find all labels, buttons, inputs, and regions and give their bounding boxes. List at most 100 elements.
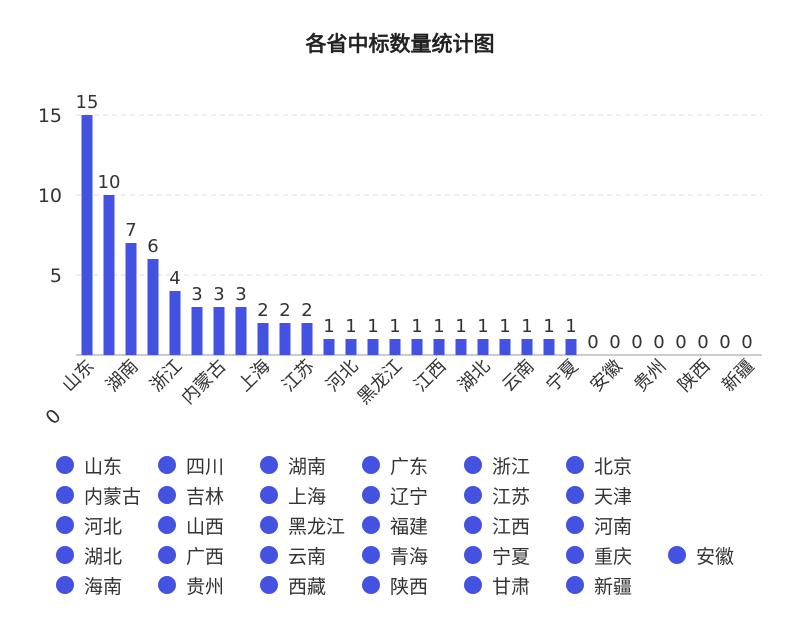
legend-marker-icon xyxy=(566,516,584,534)
legend-item[interactable]: 青海 xyxy=(362,542,464,569)
legend-label: 山东 xyxy=(84,455,123,478)
y-tick-label: 0 xyxy=(41,405,65,429)
bar-江苏 xyxy=(301,323,313,355)
legend-item[interactable]: 内蒙古 xyxy=(56,482,158,509)
bar-河北 xyxy=(345,339,357,355)
bar-广东 xyxy=(147,259,159,355)
legend-marker-icon xyxy=(464,486,482,504)
legend-label: 内蒙古 xyxy=(84,485,142,508)
data-label: 0 xyxy=(653,332,664,353)
legend-item[interactable]: 广西 xyxy=(158,542,260,569)
data-label: 1 xyxy=(367,316,378,337)
x-tick-label: 安徽 xyxy=(586,356,626,396)
legend-row: 河北 山西 黑龙江 福建 江西 河南 xyxy=(56,510,776,540)
legend-label: 吉林 xyxy=(186,485,225,508)
legend-marker-icon xyxy=(566,546,584,564)
x-tick-label: 湖北 xyxy=(454,356,494,396)
legend-row: 海南 贵州 西藏 陕西 甘肃 新疆 xyxy=(56,570,776,600)
bar-四川 xyxy=(103,195,115,355)
legend-item[interactable]: 河北 xyxy=(56,512,158,539)
legend-marker-icon xyxy=(566,486,584,504)
legend-marker-icon xyxy=(362,456,380,474)
legend-label: 海南 xyxy=(84,575,123,598)
data-label: 1 xyxy=(411,316,422,337)
legend-item[interactable]: 海南 xyxy=(56,572,158,599)
data-label: 1 xyxy=(433,316,444,337)
chart-title: 各省中标数量统计图 xyxy=(305,32,495,56)
bar-天津 xyxy=(323,339,335,355)
legend-label: 新疆 xyxy=(594,575,633,598)
legend-item[interactable]: 上海 xyxy=(260,482,362,509)
legend-label: 北京 xyxy=(594,455,633,478)
legend-item[interactable]: 重庆 xyxy=(566,542,668,569)
legend-item[interactable]: 山西 xyxy=(158,512,260,539)
data-label: 0 xyxy=(631,332,642,353)
legend-item[interactable]: 贵州 xyxy=(158,572,260,599)
legend-label: 陕西 xyxy=(390,575,429,598)
legend-label: 湖南 xyxy=(288,455,327,478)
legend-label: 湖北 xyxy=(84,545,123,568)
bar-广西 xyxy=(499,339,511,355)
legend-marker-icon xyxy=(158,516,176,534)
bar-河南 xyxy=(455,339,467,355)
legend-label: 西藏 xyxy=(288,575,327,598)
legend-item[interactable]: 湖南 xyxy=(260,452,362,479)
x-tick-label: 内蒙古 xyxy=(178,356,231,409)
bar-青海 xyxy=(543,339,555,355)
legend-label: 贵州 xyxy=(186,575,225,598)
data-label: 0 xyxy=(697,332,708,353)
legend-item[interactable]: 广东 xyxy=(362,452,464,479)
data-label: 0 xyxy=(587,332,598,353)
data-label: 0 xyxy=(609,332,620,353)
legend-item[interactable]: 宁夏 xyxy=(464,542,566,569)
legend-label: 河南 xyxy=(594,515,633,538)
legend-item[interactable]: 安徽 xyxy=(668,542,770,569)
bar-山西 xyxy=(367,339,379,355)
x-tick-label: 新疆 xyxy=(718,356,758,396)
data-label: 7 xyxy=(125,220,136,241)
legend-item[interactable]: 湖北 xyxy=(56,542,158,569)
bar-吉林 xyxy=(235,307,247,355)
legend-label: 河北 xyxy=(84,515,123,538)
legend-item[interactable]: 北京 xyxy=(566,452,668,479)
x-tick-label: 黑龙江 xyxy=(354,356,407,409)
bar-山东 xyxy=(81,115,93,355)
legend-item[interactable]: 辽宁 xyxy=(362,482,464,509)
bar-云南 xyxy=(521,339,533,355)
legend-label: 黑龙江 xyxy=(288,515,346,538)
legend-marker-icon xyxy=(56,546,74,564)
legend-label: 上海 xyxy=(288,485,327,508)
legend-item[interactable]: 黑龙江 xyxy=(260,512,362,539)
legend-item[interactable]: 浙江 xyxy=(464,452,566,479)
legend-marker-icon xyxy=(566,456,584,474)
legend-marker-icon xyxy=(158,576,176,594)
legend-marker-icon xyxy=(362,516,380,534)
x-tick-label: 云南 xyxy=(498,356,538,396)
legend-item[interactable]: 福建 xyxy=(362,512,464,539)
legend-item[interactable]: 江西 xyxy=(464,512,566,539)
legend-item[interactable]: 江苏 xyxy=(464,482,566,509)
bar-黑龙江 xyxy=(389,339,401,355)
legend-marker-icon xyxy=(56,456,74,474)
legend-label: 四川 xyxy=(186,455,225,478)
legend-item[interactable]: 山东 xyxy=(56,452,158,479)
legend-item[interactable]: 云南 xyxy=(260,542,362,569)
legend-item[interactable]: 甘肃 xyxy=(464,572,566,599)
legend-item[interactable]: 陕西 xyxy=(362,572,464,599)
y-tick-label: 5 xyxy=(50,265,62,287)
legend-label: 天津 xyxy=(594,485,633,508)
legend-row: 内蒙古 吉林 上海 辽宁 江苏 天津 xyxy=(56,480,776,510)
data-label: 15 xyxy=(76,92,99,113)
legend-label: 辽宁 xyxy=(390,485,429,508)
legend-item[interactable]: 四川 xyxy=(158,452,260,479)
legend-item[interactable]: 吉林 xyxy=(158,482,260,509)
legend-item[interactable]: 天津 xyxy=(566,482,668,509)
legend-item[interactable]: 河南 xyxy=(566,512,668,539)
legend-label: 云南 xyxy=(288,545,327,568)
legend-label: 安徽 xyxy=(696,545,735,568)
data-label: 1 xyxy=(499,316,510,337)
legend-item[interactable]: 西藏 xyxy=(260,572,362,599)
legend-item[interactable]: 新疆 xyxy=(566,572,668,599)
bar-江西 xyxy=(433,339,445,355)
